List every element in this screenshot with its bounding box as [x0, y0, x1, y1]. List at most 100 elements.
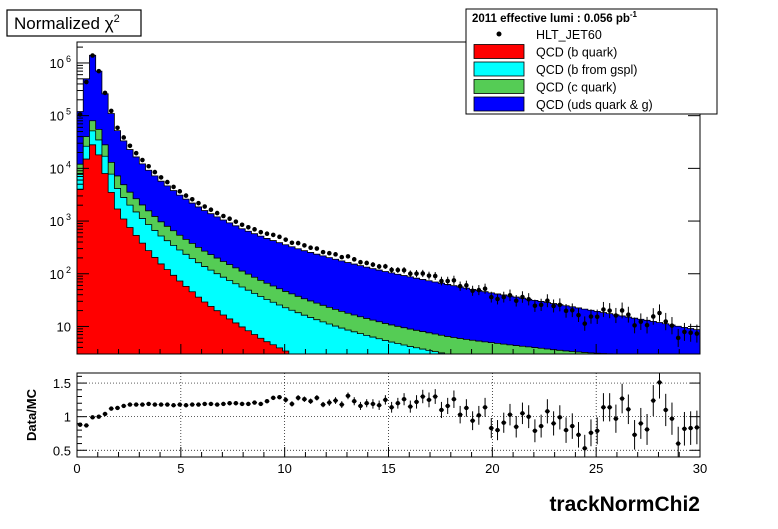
data-point	[507, 293, 513, 298]
ratio-point	[613, 416, 619, 421]
ratio-point	[457, 412, 463, 417]
data-point	[364, 260, 369, 266]
ratio-point	[171, 403, 176, 408]
data-point	[84, 79, 89, 85]
legend-entries: HLT_JET60 QCD (b quark) QCD (b from gspl) Q…	[473, 28, 653, 112]
main-x-ticks	[76, 344, 701, 354]
ratio-point	[133, 402, 139, 407]
data-point	[488, 294, 494, 300]
ratio-point	[258, 401, 263, 407]
data-point	[227, 216, 232, 222]
data-point	[333, 252, 338, 257]
y-tick-label: 10	[50, 267, 64, 282]
data-point	[432, 273, 438, 279]
ratio-point	[470, 418, 475, 423]
data-point	[482, 286, 488, 292]
data-point	[563, 308, 569, 314]
legend-marker-icon	[496, 31, 502, 37]
ratio-y-tick-label: 1.5	[53, 376, 71, 391]
y-tick-label: 10	[50, 109, 64, 124]
ratio-point	[557, 415, 563, 420]
legend: 2011 effective lumi : 0.056 pb-1 HLT_JET…	[465, 8, 718, 115]
data-point	[295, 240, 301, 246]
data-point	[426, 273, 432, 278]
data-point	[526, 296, 531, 302]
data-point	[457, 283, 463, 289]
data-point	[414, 271, 419, 276]
ratio-point	[464, 405, 469, 411]
legend-header: 2011 effective lumi : 0.056 pb-1	[472, 10, 638, 25]
data-point	[351, 257, 357, 262]
y-tick-exponent: 6	[66, 54, 71, 64]
ratio-x-tick-label: 30	[693, 461, 707, 476]
ratio-point	[414, 399, 419, 405]
data-point	[308, 245, 313, 251]
ratio-point	[376, 403, 382, 408]
ratio-point	[688, 425, 693, 431]
data-point	[233, 219, 239, 224]
ratio-point	[327, 400, 332, 405]
y-tick-label: 10	[50, 56, 64, 71]
data-point	[252, 227, 257, 232]
data-point	[358, 259, 363, 265]
ratio-point	[669, 416, 675, 421]
data-point	[133, 150, 139, 156]
ratio-point	[420, 394, 425, 399]
ratio-point	[563, 427, 569, 433]
y-tick-label: 10	[57, 319, 71, 334]
data-point	[632, 323, 637, 328]
data-point	[183, 193, 189, 198]
ratio-point	[308, 399, 313, 404]
ratio-points	[77, 373, 700, 457]
data-point	[650, 314, 656, 319]
ratio-point	[619, 396, 625, 401]
ratio-point	[626, 407, 631, 412]
ratio-point	[389, 405, 394, 410]
ratio-point	[495, 427, 500, 433]
data-point	[339, 254, 345, 260]
ratio-y-tick-label: 0.5	[53, 443, 71, 458]
data-point	[208, 207, 214, 212]
ratio-x-tick-label: 15	[381, 461, 395, 476]
y-tick-label: 10	[50, 161, 64, 176]
ratio-point	[694, 425, 700, 430]
ratio-point	[109, 406, 114, 411]
ratio-point	[489, 425, 494, 431]
data-point	[445, 278, 450, 284]
data-point	[283, 237, 289, 242]
data-point	[121, 135, 127, 140]
ratio-point	[582, 446, 587, 451]
data-point	[501, 294, 507, 300]
data-point	[675, 335, 681, 341]
data-point	[370, 262, 376, 267]
ratio-point	[233, 401, 239, 406]
ratio-point	[221, 401, 226, 407]
legend-swatch	[473, 96, 525, 112]
ratio-x-tick-label: 20	[485, 461, 499, 476]
ratio-plot: 0.5 1 1.5 0 5 10 15 20 25 30 Data/MC trackNormCh…	[24, 372, 707, 516]
data-point	[165, 179, 170, 185]
data-point	[152, 169, 158, 175]
ratio-point	[570, 423, 575, 429]
y-tick-exponent: 5	[66, 107, 71, 117]
ratio-point	[165, 402, 170, 407]
data-point	[202, 204, 208, 209]
data-point	[96, 68, 102, 74]
ratio-point	[663, 407, 668, 413]
ratio-point	[314, 395, 320, 401]
data-point	[90, 53, 95, 58]
data-point	[395, 267, 401, 273]
data-point	[214, 210, 220, 216]
ratio-point	[439, 407, 444, 413]
ratio-point	[507, 412, 513, 417]
ratio-point	[190, 402, 195, 407]
ratio-point	[576, 432, 581, 438]
ratio-point	[127, 402, 133, 407]
data-point	[264, 231, 270, 237]
ratio-point	[208, 401, 214, 407]
ratio-point	[271, 395, 276, 401]
data-point	[594, 314, 600, 320]
data-point	[551, 303, 556, 309]
